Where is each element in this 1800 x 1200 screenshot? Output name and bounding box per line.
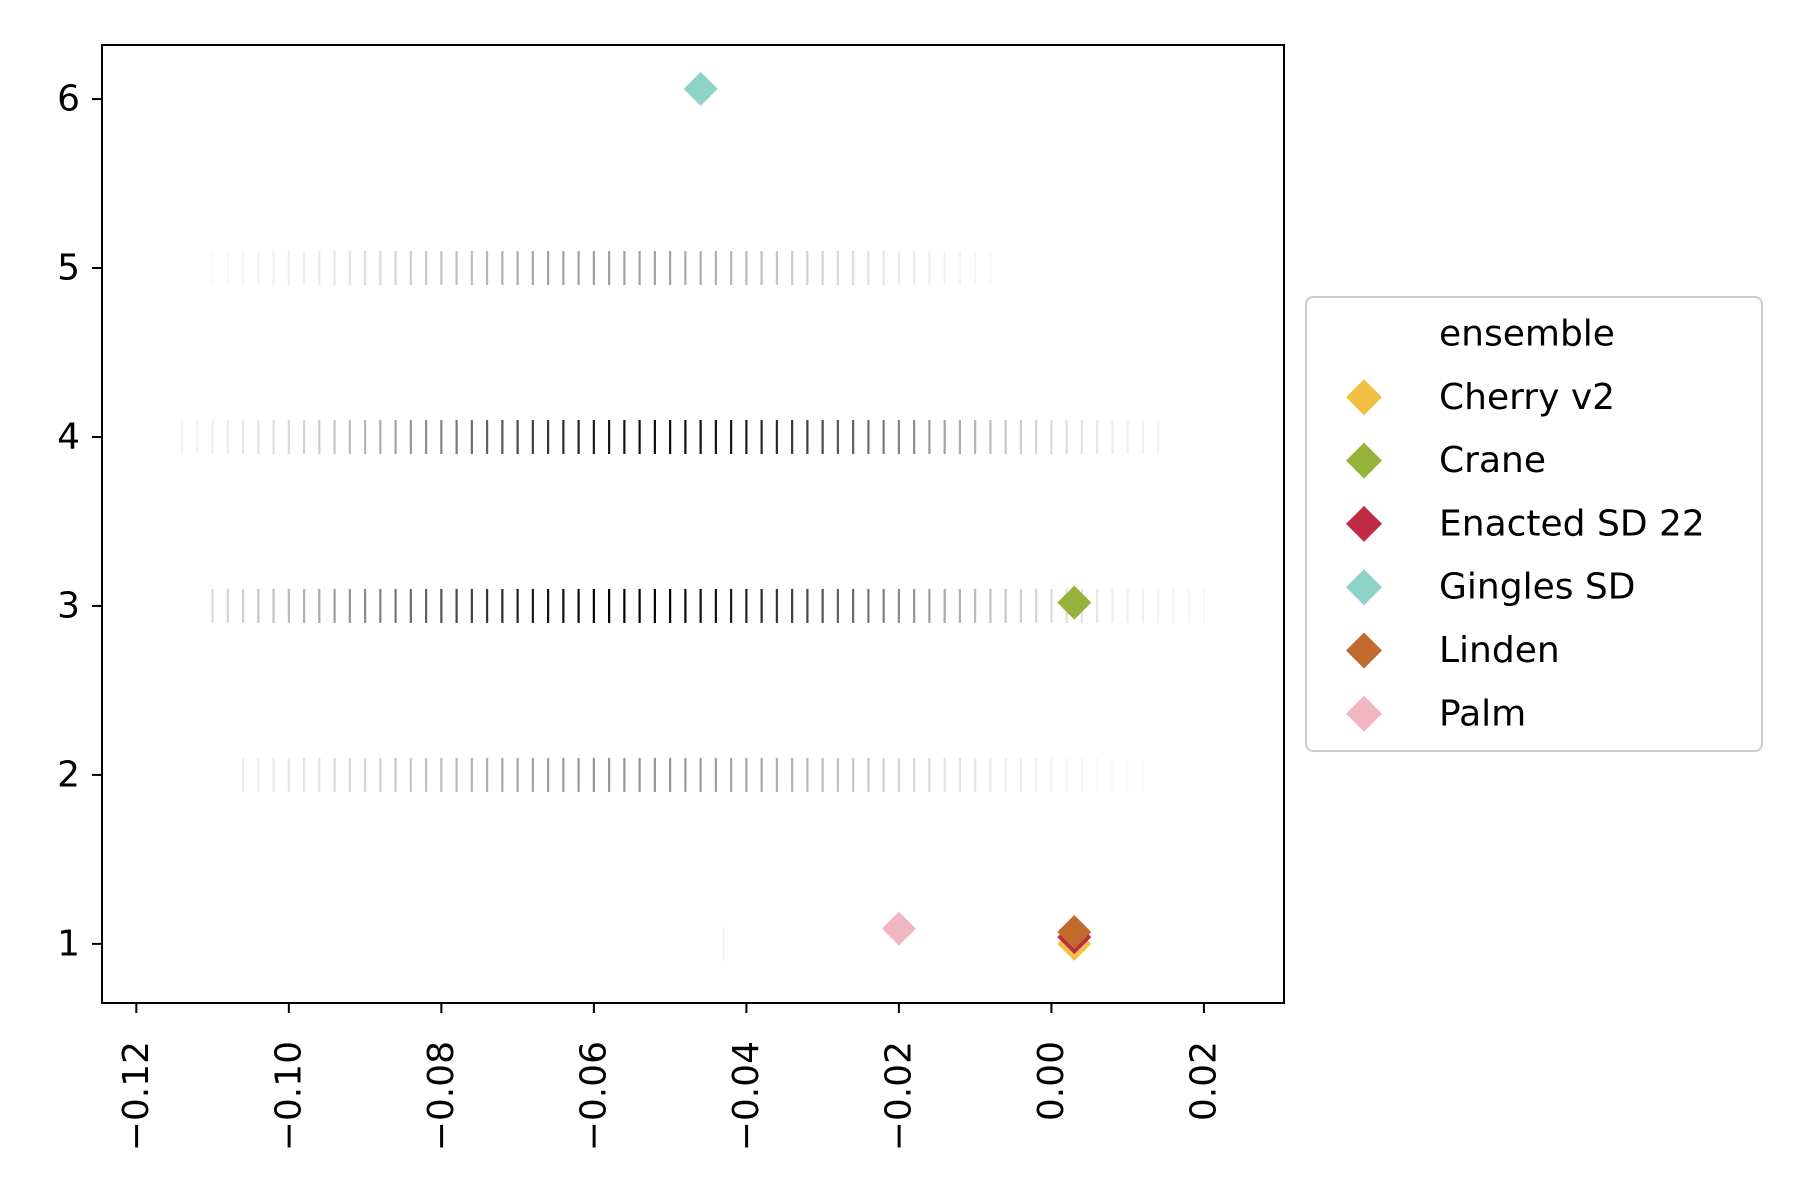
legend-marker bbox=[1346, 695, 1382, 732]
legend-entry-label: Crane bbox=[1439, 440, 1546, 481]
y-tick-label: 2 bbox=[57, 754, 80, 795]
legend-entry-label: Gingles SD bbox=[1439, 567, 1636, 608]
legend-title: ensemble bbox=[1439, 314, 1615, 355]
x-tick-label: −0.12 bbox=[116, 1041, 157, 1151]
point-linden bbox=[1057, 915, 1092, 950]
legend-frame bbox=[1305, 296, 1763, 752]
x-tick-label: −0.04 bbox=[726, 1041, 767, 1151]
legend-marker bbox=[1346, 569, 1382, 606]
background-distribution bbox=[180, 251, 1175, 961]
x-tick-label: −0.02 bbox=[878, 1041, 919, 1151]
x-tick-label: −0.10 bbox=[268, 1041, 309, 1151]
legend-entry-label: Enacted SD 22 bbox=[1439, 503, 1705, 544]
x-tick-label: −0.06 bbox=[573, 1041, 614, 1151]
legend-entry-label: Palm bbox=[1439, 693, 1526, 734]
legend: ensemble Cherry v2 Crane Enacted SD 22 Gingl… bbox=[1305, 296, 1763, 752]
y-tick-label: 5 bbox=[57, 248, 80, 289]
plot-frame bbox=[101, 44, 1285, 1004]
x-tick-label: 0.02 bbox=[1183, 1041, 1224, 1121]
legend-marker bbox=[1346, 505, 1382, 542]
point-gingles-sd bbox=[683, 71, 718, 106]
legend-entry-label: Cherry v2 bbox=[1439, 377, 1615, 418]
legend-marker bbox=[1346, 632, 1382, 669]
y-axis: 1 2 3 4 5 6 bbox=[57, 79, 102, 964]
x-tick-label: 0.00 bbox=[1031, 1041, 1072, 1121]
legend-marker bbox=[1346, 379, 1382, 416]
y-tick-label: 1 bbox=[57, 923, 80, 964]
x-tick-label: −0.08 bbox=[421, 1041, 462, 1151]
point-crane bbox=[1057, 585, 1092, 620]
point-palm bbox=[881, 911, 916, 946]
y-tick-label: 4 bbox=[57, 416, 80, 457]
y-tick-label: 6 bbox=[57, 79, 80, 120]
data-points bbox=[683, 71, 1092, 961]
x-axis: −0.12 −0.10 −0.08 −0.06 −0.04 −0.02 0.00 0.02 bbox=[116, 1003, 1224, 1151]
legend-entry-label: Linden bbox=[1439, 630, 1560, 671]
y-tick-label: 3 bbox=[57, 585, 80, 626]
legend-marker bbox=[1346, 442, 1382, 479]
